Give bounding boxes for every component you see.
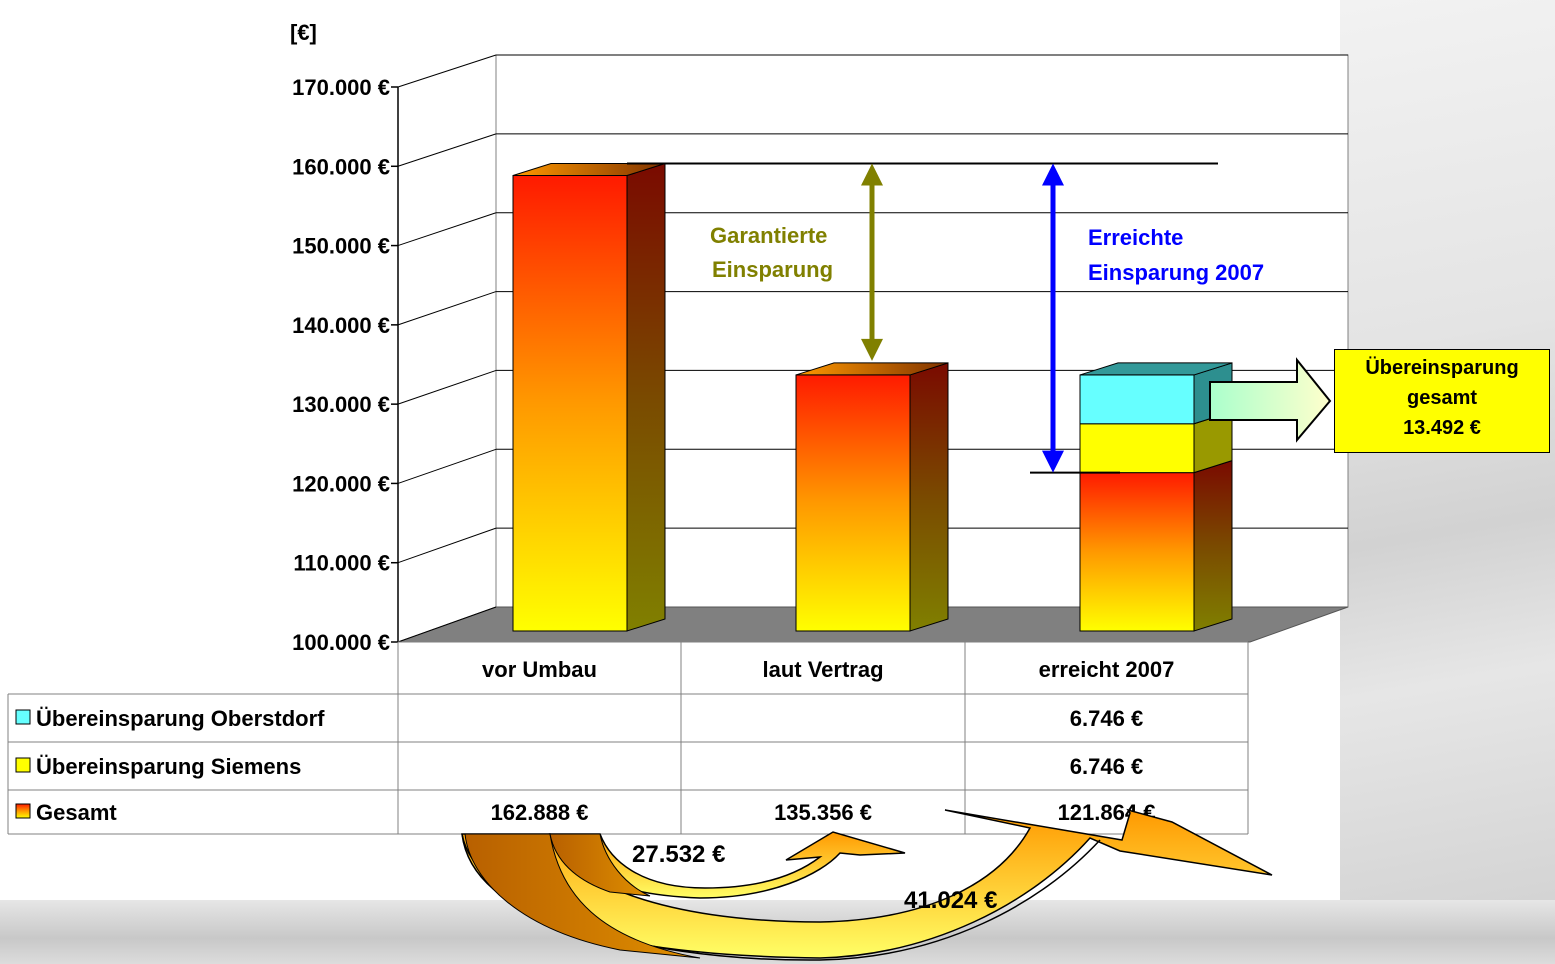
- erreichte-label-1: Erreichte: [1088, 225, 1183, 250]
- y-tick-label: 160.000 €: [292, 154, 390, 179]
- legend-label-siemens: Übereinsparung Siemens: [36, 754, 301, 779]
- bar-gesamt-1-top: [795, 362, 949, 376]
- bar-gesamt-1-side: [909, 362, 949, 632]
- y-axis: 100.000 € 110.000 € 120.000 € 130.000 € 140.…: [290, 20, 399, 655]
- data-table: vor Umbau laut Vertrag erreicht 2007 Überei…: [7, 641, 1249, 835]
- bar-oberstdorf-2-top: [1079, 362, 1233, 376]
- data-label-siemens: 6.746 €: [1070, 754, 1143, 779]
- y-tick-label: 130.000 €: [292, 392, 390, 417]
- bar-gesamt-2-front: [1079, 472, 1195, 632]
- side-gridline: [397, 54, 497, 88]
- side-gridline: [397, 369, 497, 405]
- y-tick-label: 140.000 €: [292, 313, 390, 338]
- legend-swatch-oberstdorf: [15, 709, 31, 725]
- side-gridline: [397, 448, 497, 484]
- y-axis-title: [€]: [290, 20, 317, 45]
- callout-line-3: 13.492 €: [1403, 417, 1481, 439]
- bar-siemens-2-front: [1079, 423, 1195, 474]
- bar-gesamt-2-side: [1193, 459, 1233, 632]
- arrow-41024-underside: [464, 833, 701, 959]
- y-tick-label: 100.000 €: [292, 630, 390, 655]
- background-decoration: [1340, 0, 1555, 964]
- data-label-gesamt: 135.356 €: [774, 800, 872, 825]
- legend-label-gesamt: Gesamt: [36, 800, 117, 825]
- side-gridline: [397, 291, 497, 326]
- erreichte-label-2: Einsparung 2007: [1088, 260, 1264, 285]
- side-gridline: [397, 212, 497, 247]
- table-bg-top: [398, 642, 1248, 834]
- erreichte-arrow-head-up: [1042, 163, 1064, 186]
- uebereinsparung-arrow: [1209, 357, 1332, 443]
- savings-flow-arrows: 27.532 € 41.024 €: [461, 808, 1273, 961]
- data-label-gesamt: 162.888 €: [491, 800, 589, 825]
- legend-swatch-siemens: [15, 757, 31, 773]
- legend-swatch-gesamt: [15, 803, 31, 819]
- garantierte-label-1: Garantierte: [710, 223, 827, 248]
- bar-oberstdorf-2-front: [1079, 374, 1195, 425]
- garantierte-arrow-head-down: [861, 338, 883, 361]
- side-gridline: [397, 527, 497, 564]
- annotations: Garantierte Einsparung Erreichte Einsparung…: [627, 162, 1332, 474]
- side-gridline: [397, 606, 497, 643]
- category-label: laut Vertrag: [762, 657, 883, 682]
- category-label: erreicht 2007: [1039, 657, 1175, 682]
- y-tick-label: 150.000 €: [292, 234, 390, 259]
- diff-label-vertrag: 27.532 €: [632, 841, 725, 868]
- bar-gesamt-0-front: [512, 175, 628, 632]
- garantierte-label-2: Einsparung: [712, 257, 833, 282]
- bar-gesamt-0-side: [626, 162, 666, 632]
- arrow-27532-underside: [549, 833, 651, 897]
- erreichte-arrow-head-down: [1042, 450, 1064, 473]
- diff-label-erreicht: 41.024 €: [904, 887, 997, 914]
- bars: [512, 162, 1233, 632]
- callout-line-1: Übereinsparung: [1365, 357, 1519, 379]
- garantierte-arrow-head-up: [861, 163, 883, 186]
- y-tick-label: 110.000 €: [293, 551, 390, 576]
- side-gridline: [397, 133, 497, 167]
- category-label: vor Umbau: [482, 657, 597, 682]
- table-bg-left: [8, 694, 398, 834]
- y-tick-label: 170.000 €: [292, 75, 390, 100]
- uebereinsparung-callout: Übereinsparung gesamt 13.492 €: [1334, 349, 1550, 453]
- legend-label-oberstdorf: Übereinsparung Oberstdorf: [36, 706, 325, 731]
- callout-line-2: gesamt: [1406, 387, 1478, 409]
- y-tick-label: 120.000 €: [292, 471, 390, 496]
- bar-gesamt-1-front: [795, 374, 911, 632]
- data-label-oberstdorf: 6.746 €: [1070, 706, 1143, 731]
